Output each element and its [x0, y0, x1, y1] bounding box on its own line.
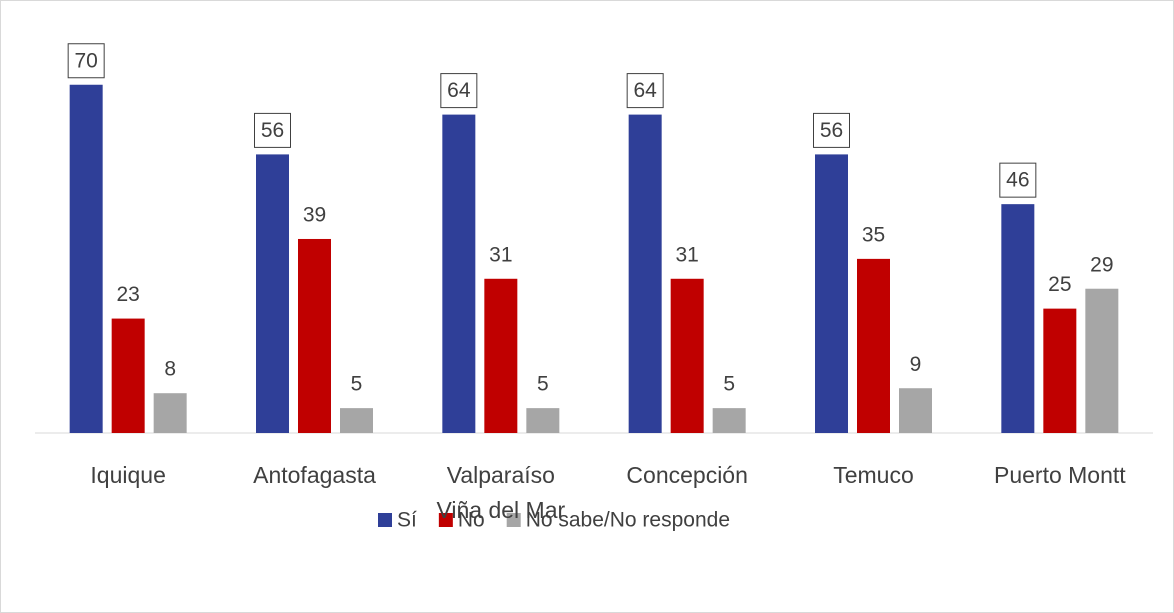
data-label: 9: [910, 353, 922, 376]
x-tick-label: Iquique: [90, 462, 166, 488]
bar: [857, 258, 890, 433]
data-label: 8: [164, 358, 176, 381]
label-box: [254, 112, 291, 148]
bar: [256, 154, 289, 433]
data-label: 31: [675, 243, 698, 266]
x-tick-label: Antofagasta: [253, 462, 376, 488]
bar: [526, 408, 560, 433]
x-tick-label: Puerto Montt: [993, 462, 1126, 488]
bar: [484, 278, 518, 433]
label-box: [813, 112, 850, 148]
bar: [442, 114, 476, 433]
data-label: 39: [303, 204, 326, 227]
x-tick-label: Temuco: [833, 462, 914, 488]
x-tick-label: Concepción: [626, 462, 748, 488]
data-label: 64: [633, 79, 657, 102]
data-label: 31: [489, 243, 512, 266]
bar: [899, 388, 932, 433]
bar: [712, 408, 746, 433]
legend-swatch: [506, 513, 521, 527]
data-label: 56: [261, 119, 284, 142]
label-box: [440, 73, 478, 109]
data-label: 35: [862, 223, 885, 246]
bar: [340, 408, 373, 433]
bar: [153, 393, 187, 433]
bar: [1001, 204, 1035, 433]
legend-label: Sí: [397, 509, 417, 532]
bar: [628, 114, 662, 433]
x-tick-label: Valparaíso Viña del Mar: [436, 462, 566, 523]
legend-label: No sabe/No responde: [526, 509, 730, 532]
bar: [815, 154, 848, 433]
data-label: 5: [351, 373, 363, 396]
bar: [1085, 288, 1119, 433]
data-label: 70: [74, 49, 97, 72]
bar: [1043, 308, 1077, 433]
data-label: 29: [1090, 253, 1113, 276]
data-label: 46: [1006, 169, 1029, 192]
data-label: 5: [537, 373, 549, 396]
bar: [298, 238, 331, 433]
bar: [69, 84, 103, 433]
legend-swatch: [378, 513, 392, 527]
data-label: 23: [116, 283, 139, 306]
data-label: 25: [1048, 273, 1071, 296]
label-box: [67, 43, 105, 79]
label-box: [999, 162, 1037, 198]
legend-label: No: [458, 509, 485, 532]
data-label: 56: [820, 119, 843, 142]
label-box: [626, 73, 664, 109]
data-label: 5: [723, 373, 735, 396]
bar: [111, 318, 145, 433]
legend-swatch: [438, 513, 453, 527]
data-label: 64: [447, 79, 471, 102]
bar: [670, 278, 704, 433]
